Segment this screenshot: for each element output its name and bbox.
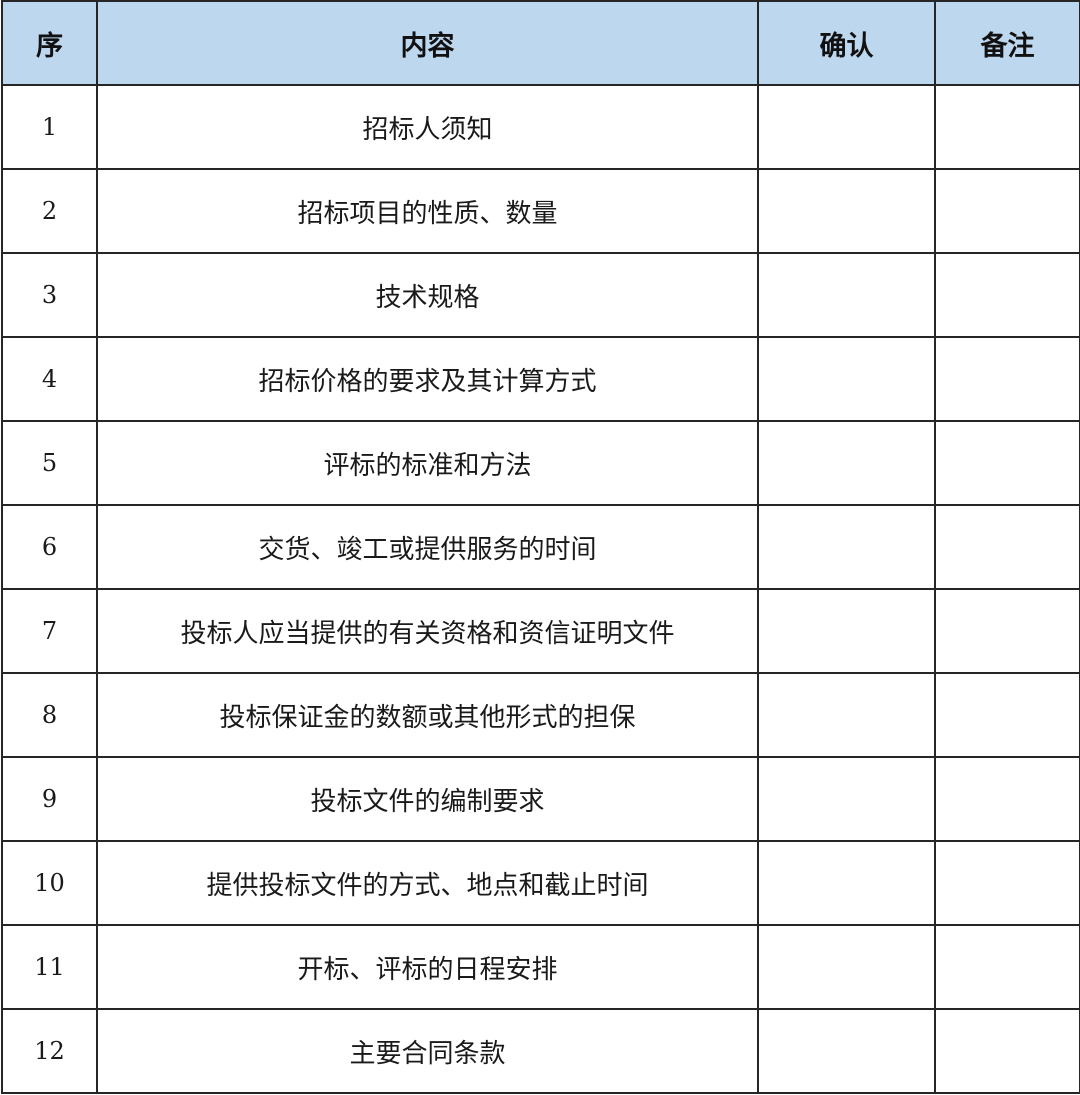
row-number: 11: [1, 924, 98, 1010]
confirm-cell[interactable]: [757, 504, 936, 590]
table-row: 9 投标文件的编制要求: [1, 756, 1080, 842]
row-content: 招标价格的要求及其计算方式: [96, 336, 759, 422]
note-cell[interactable]: [934, 504, 1080, 590]
table-row: 3 技术规格: [1, 252, 1080, 338]
header-confirm: 确认: [757, 0, 936, 86]
header-row: 序 内容 确认 备注: [1, 0, 1080, 86]
table-row: 5 评标的标准和方法: [1, 420, 1080, 506]
row-content: 招标项目的性质、数量: [96, 168, 759, 254]
row-number: 1: [1, 84, 98, 170]
row-content: 投标人应当提供的有关资格和资信证明文件: [96, 588, 759, 674]
row-number: 9: [1, 756, 98, 842]
note-cell[interactable]: [934, 924, 1080, 1010]
confirm-cell[interactable]: [757, 420, 936, 506]
confirm-cell[interactable]: [757, 924, 936, 1010]
row-number: 10: [1, 840, 98, 926]
table-row: 12 主要合同条款: [1, 1008, 1080, 1094]
note-cell[interactable]: [934, 756, 1080, 842]
header-content: 内容: [96, 0, 759, 86]
note-cell[interactable]: [934, 672, 1080, 758]
note-cell[interactable]: [934, 588, 1080, 674]
row-content: 招标人须知: [96, 84, 759, 170]
table-row: 10 提供投标文件的方式、地点和截止时间: [1, 840, 1080, 926]
table-row: 11 开标、评标的日程安排: [1, 924, 1080, 1010]
table-row: 1 招标人须知: [1, 84, 1080, 170]
row-content: 主要合同条款: [96, 1008, 759, 1094]
note-cell[interactable]: [934, 420, 1080, 506]
table-row: 2 招标项目的性质、数量: [1, 168, 1080, 254]
confirm-cell[interactable]: [757, 252, 936, 338]
confirm-cell[interactable]: [757, 84, 936, 170]
confirm-cell[interactable]: [757, 840, 936, 926]
table-row: 7 投标人应当提供的有关资格和资信证明文件: [1, 588, 1080, 674]
note-cell[interactable]: [934, 336, 1080, 422]
row-content: 交货、竣工或提供服务的时间: [96, 504, 759, 590]
note-cell[interactable]: [934, 168, 1080, 254]
row-number: 7: [1, 588, 98, 674]
row-number: 8: [1, 672, 98, 758]
row-number: 2: [1, 168, 98, 254]
row-number: 12: [1, 1008, 98, 1094]
confirm-cell[interactable]: [757, 672, 936, 758]
confirm-cell[interactable]: [757, 336, 936, 422]
row-content: 评标的标准和方法: [96, 420, 759, 506]
confirm-cell[interactable]: [757, 168, 936, 254]
row-content: 投标保证金的数额或其他形式的担保: [96, 672, 759, 758]
confirm-cell[interactable]: [757, 1008, 936, 1094]
row-content: 技术规格: [96, 252, 759, 338]
table-row: 6 交货、竣工或提供服务的时间: [1, 504, 1080, 590]
header-no: 序: [1, 0, 98, 86]
note-cell[interactable]: [934, 1008, 1080, 1094]
row-content: 提供投标文件的方式、地点和截止时间: [96, 840, 759, 926]
note-cell[interactable]: [934, 252, 1080, 338]
row-content: 开标、评标的日程安排: [96, 924, 759, 1010]
row-number: 3: [1, 252, 98, 338]
note-cell[interactable]: [934, 840, 1080, 926]
row-content: 投标文件的编制要求: [96, 756, 759, 842]
row-number: 6: [1, 504, 98, 590]
row-number: 5: [1, 420, 98, 506]
row-number: 4: [1, 336, 98, 422]
note-cell[interactable]: [934, 84, 1080, 170]
header-note: 备注: [934, 0, 1080, 86]
table-row: 4 招标价格的要求及其计算方式: [1, 336, 1080, 422]
table-row: 8 投标保证金的数额或其他形式的担保: [1, 672, 1080, 758]
confirm-cell[interactable]: [757, 756, 936, 842]
confirm-cell[interactable]: [757, 588, 936, 674]
